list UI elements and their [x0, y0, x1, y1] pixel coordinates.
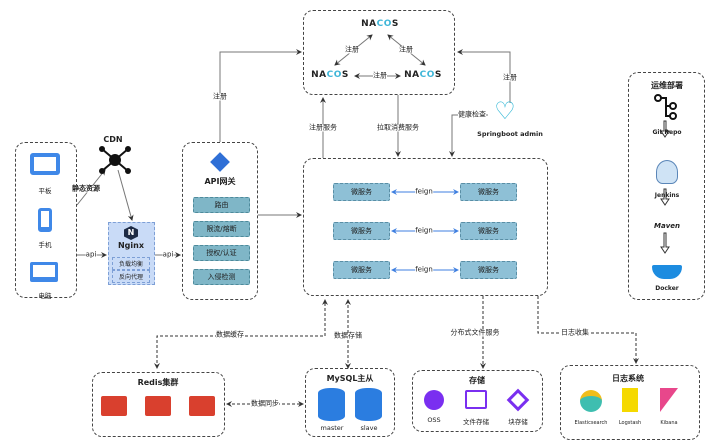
redis-icon	[101, 396, 127, 416]
health-check-label: 健康检查	[458, 110, 486, 119]
database-icon	[355, 388, 382, 421]
nacos-logo-text: NACOS	[311, 70, 349, 80]
nacos-node-top: NACOS	[361, 19, 399, 29]
logstash-label: Logstash	[618, 420, 642, 426]
gateway-item-auth: 授权/认证	[193, 245, 250, 261]
nacos-edge-label: 注册	[373, 71, 387, 80]
microservice-box: 微服务	[460, 222, 517, 240]
distributed-file-label: 分布式文件服务	[450, 328, 500, 337]
client-label-phone: 手机	[38, 241, 52, 249]
mysql-slave-label: slave	[360, 424, 378, 432]
redis-icon	[145, 396, 171, 416]
ops-group	[628, 72, 705, 300]
microservice-box: 微服务	[333, 183, 390, 201]
docker-label: Docker	[655, 285, 679, 292]
logstash-icon	[622, 388, 638, 412]
monitor-icon	[30, 262, 58, 282]
database-icon	[318, 388, 345, 421]
nacos-node-right: NACOS	[404, 70, 442, 80]
mysql-master-label: master	[320, 424, 344, 432]
feign-label: feign	[415, 226, 433, 235]
data-store-label: 数据存储	[334, 331, 362, 340]
gateway-item-rate-limit: 限流/熔断	[193, 221, 250, 237]
storage-file-label: 文件存储	[463, 418, 489, 426]
api-gateway-title: API网关	[204, 177, 236, 186]
storage-oss-label: OSS	[427, 416, 441, 424]
clients-group	[15, 142, 77, 298]
elasticsearch-icon	[580, 390, 602, 412]
nacos-logo-text: NACOS	[404, 70, 442, 80]
api-label-out: api	[162, 250, 174, 259]
oss-icon	[424, 390, 444, 410]
redis-icon	[189, 396, 215, 416]
log-collect-label: 日志收集	[561, 328, 589, 337]
storage-title: 存储	[469, 376, 485, 385]
nginx-load-balance: 负载均衡	[112, 257, 150, 270]
data-cache-label: 数据缓存	[216, 330, 244, 339]
heart-icon: ♡	[494, 97, 516, 125]
microservice-box: 微服务	[460, 183, 517, 201]
feign-label: feign	[415, 265, 433, 274]
docker-icon	[652, 265, 682, 279]
nginx-title: Nginx	[117, 241, 145, 250]
cdn-icon	[99, 146, 131, 174]
file-storage-icon	[465, 390, 487, 409]
nginx-reverse-proxy: 反向代理	[112, 270, 150, 283]
microservices-group	[303, 158, 548, 296]
register-service-label: 注册服务	[309, 123, 337, 132]
redis-cluster	[92, 372, 225, 437]
gateway-item-intrusion: 入侵检测	[193, 269, 250, 285]
phone-icon	[38, 208, 52, 232]
static-resource-label: 静态资源	[72, 184, 100, 193]
git-icon	[654, 94, 677, 120]
nacos-logo-text: NACOS	[361, 19, 399, 29]
storage-block-label: 块存储	[508, 418, 528, 426]
nacos-edge-label: 注册	[399, 45, 413, 54]
gateway-register-label: 注册	[213, 92, 227, 101]
git-repo-label: Git Repo	[652, 129, 682, 136]
api-label-in: api	[85, 250, 97, 259]
mysql-cluster	[305, 368, 395, 437]
microservice-box: 微服务	[460, 261, 517, 279]
tablet-icon	[30, 153, 60, 175]
cdn-label: CDN	[103, 135, 123, 144]
nacos-cluster	[303, 10, 455, 95]
pull-service-label: 拉取消费服务	[377, 123, 419, 132]
admin-register-label: 注册	[503, 73, 517, 82]
redis-title: Redis集群	[137, 378, 179, 387]
log-system-group	[560, 365, 700, 440]
nacos-edge-label: 注册	[345, 45, 359, 54]
client-label-pc: 电脑	[38, 292, 52, 300]
gateway-item-routing: 路由	[193, 197, 250, 213]
log-system-title: 日志系统	[612, 374, 644, 383]
jenkins-label: Jenkins	[654, 192, 680, 199]
ops-title: 运维部署	[651, 81, 683, 90]
nacos-node-left: NACOS	[311, 70, 349, 80]
maven-label: Maven	[654, 222, 680, 230]
client-label-tablet: 平板	[38, 187, 52, 195]
feign-label: feign	[415, 187, 433, 196]
kibana-label: Kibana	[660, 420, 678, 426]
storage-group	[412, 370, 543, 432]
microservice-box: 微服务	[333, 261, 390, 279]
microservice-box: 微服务	[333, 222, 390, 240]
api-gateway-group	[182, 142, 258, 300]
elasticsearch-label: Elasticsearch	[574, 420, 608, 426]
jenkins-icon	[656, 160, 678, 184]
data-sync-label: 数据同步	[251, 399, 279, 408]
mysql-title: MySQL主从	[326, 374, 374, 383]
nginx-icon: N	[124, 226, 138, 240]
springboot-admin-label: Springboot admin	[477, 130, 543, 138]
